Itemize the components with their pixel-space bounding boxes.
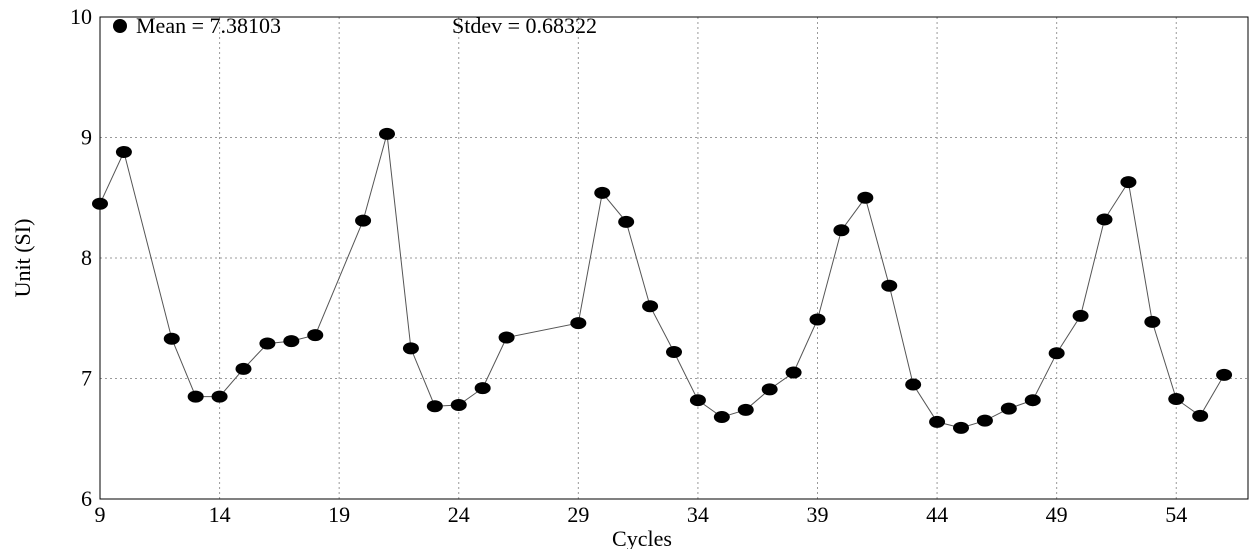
data-point — [1144, 315, 1161, 328]
data-point — [857, 191, 874, 204]
data-point — [235, 362, 252, 375]
x-tick-label: 14 — [209, 502, 231, 527]
data-point — [1024, 394, 1041, 407]
data-point — [761, 383, 778, 396]
data-point — [976, 414, 993, 427]
x-tick-label: 39 — [807, 502, 829, 527]
x-tick-label: 29 — [567, 502, 589, 527]
data-point — [1072, 309, 1089, 322]
data-point — [929, 415, 946, 428]
stdev-label: Stdev = 0.68322 — [452, 13, 597, 38]
data-point — [163, 332, 180, 345]
data-point — [833, 224, 850, 237]
y-tick-label: 9 — [81, 125, 92, 150]
data-point — [881, 279, 898, 292]
y-tick-label: 6 — [81, 486, 92, 511]
data-point — [1096, 213, 1113, 226]
data-point — [905, 378, 922, 391]
data-point — [379, 127, 395, 140]
data-point — [259, 337, 276, 350]
y-axis-label: Unit (SI) — [10, 219, 35, 298]
data-point — [355, 214, 372, 227]
y-tick-label: 8 — [81, 245, 92, 270]
x-tick-label: 54 — [1165, 502, 1187, 527]
data-point — [594, 186, 611, 199]
data-point — [211, 390, 228, 403]
data-point — [283, 335, 300, 348]
x-tick-label: 19 — [328, 502, 350, 527]
grid — [100, 17, 1248, 499]
data-point — [809, 313, 826, 326]
data-point — [115, 145, 132, 158]
x-axis-label: Cycles — [612, 526, 672, 549]
data-point — [187, 390, 204, 403]
data-point — [785, 366, 802, 379]
data-point — [426, 400, 443, 413]
plot-frame — [99, 16, 1249, 500]
y-tick-label: 10 — [70, 4, 92, 29]
y-tick-label: 7 — [81, 366, 92, 391]
x-tick-label: 9 — [95, 502, 106, 527]
data-point — [1120, 176, 1137, 189]
data-point — [474, 382, 491, 395]
data-point — [307, 329, 324, 342]
data-point — [402, 342, 419, 355]
y-tick-labels: 6 7 8 9 10 — [70, 4, 92, 511]
x-tick-label: 24 — [448, 502, 470, 527]
data-point — [689, 394, 706, 407]
x-tick-label: 44 — [926, 502, 948, 527]
data-point — [737, 403, 754, 416]
x-tick-label: 49 — [1046, 502, 1068, 527]
data-point — [1192, 409, 1209, 422]
data-point — [713, 411, 730, 424]
data-point — [666, 345, 682, 358]
data-point — [498, 331, 515, 344]
data-point — [570, 317, 587, 330]
data-point — [618, 215, 635, 228]
legend-marker — [113, 19, 127, 33]
series-line — [99, 133, 1225, 429]
x-tick-labels: 9 14 19 24 29 34 39 44 49 54 — [95, 502, 1188, 527]
data-point — [953, 421, 969, 434]
data-point — [1048, 347, 1065, 360]
legend: Mean = 7.38103 Stdev = 0.68322 — [113, 13, 597, 38]
data-point — [450, 399, 467, 412]
x-tick-label: 34 — [687, 502, 709, 527]
data-point — [1000, 402, 1017, 415]
data-points — [92, 127, 1233, 434]
mean-label: Mean = 7.38103 — [136, 13, 281, 38]
data-point — [1168, 392, 1185, 405]
data-point — [1216, 368, 1233, 381]
data-point — [92, 197, 108, 210]
data-point — [642, 300, 659, 313]
